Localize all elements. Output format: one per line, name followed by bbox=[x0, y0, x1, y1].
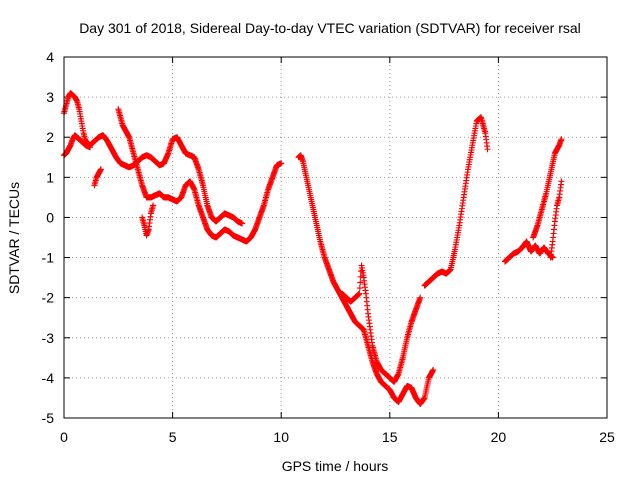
x-tick-labels: 0 5 10 15 20 25 bbox=[60, 429, 615, 445]
y-tick-label: 3 bbox=[46, 89, 54, 105]
data-point bbox=[97, 166, 104, 173]
series-trace_b bbox=[61, 132, 94, 159]
y-tick-label: -3 bbox=[42, 330, 55, 346]
y-tick-label: 1 bbox=[46, 169, 54, 185]
y-tick-label: -2 bbox=[42, 290, 55, 306]
series-trace_k bbox=[547, 178, 565, 261]
data-point bbox=[87, 144, 94, 151]
data-point bbox=[357, 279, 364, 286]
y-tick-labels: -5 -4 -3 -2 -1 0 1 2 3 4 bbox=[42, 49, 55, 426]
data-point bbox=[558, 136, 565, 143]
data-point bbox=[430, 366, 437, 373]
series-trace_e bbox=[139, 202, 157, 239]
y-tick-label: 4 bbox=[46, 49, 54, 65]
chart-title: Day 301 of 2018, Sidereal Day-to-day VTE… bbox=[79, 20, 581, 36]
data-point bbox=[278, 160, 285, 167]
axis-ticks bbox=[63, 56, 608, 419]
data-point bbox=[558, 178, 565, 185]
y-tick-label: -1 bbox=[42, 250, 55, 266]
x-tick-label: 20 bbox=[491, 429, 507, 445]
data-point bbox=[356, 290, 363, 297]
data-point bbox=[150, 202, 157, 209]
y-axis-title: SDTVAR / TECUs bbox=[6, 182, 22, 294]
x-tick-label: 0 bbox=[60, 429, 68, 445]
x-tick-label: 5 bbox=[169, 429, 177, 445]
data-point bbox=[417, 294, 424, 301]
series-trace_j bbox=[530, 136, 565, 241]
x-tick-label: 25 bbox=[599, 429, 615, 445]
series-trace_d bbox=[115, 106, 285, 245]
x-tick-label: 15 bbox=[382, 429, 398, 445]
y-tick-label: -4 bbox=[42, 370, 55, 386]
data-point bbox=[239, 220, 246, 227]
series-trace_c bbox=[91, 166, 104, 189]
y-tick-label: 2 bbox=[46, 129, 54, 145]
y-tick-label: 0 bbox=[46, 209, 54, 225]
plot-frame bbox=[63, 56, 608, 419]
data-point bbox=[356, 285, 363, 292]
grid bbox=[64, 57, 607, 418]
series-trace_g bbox=[339, 262, 424, 385]
y-tick-label: -5 bbox=[42, 410, 55, 426]
series-trace_f bbox=[295, 152, 437, 407]
series-trace_h bbox=[421, 114, 491, 289]
x-axis-title: GPS time / hours bbox=[282, 458, 389, 474]
data-point bbox=[484, 146, 491, 153]
series-trace_i bbox=[501, 238, 556, 265]
data-series bbox=[61, 90, 565, 407]
x-tick-label: 10 bbox=[273, 429, 289, 445]
